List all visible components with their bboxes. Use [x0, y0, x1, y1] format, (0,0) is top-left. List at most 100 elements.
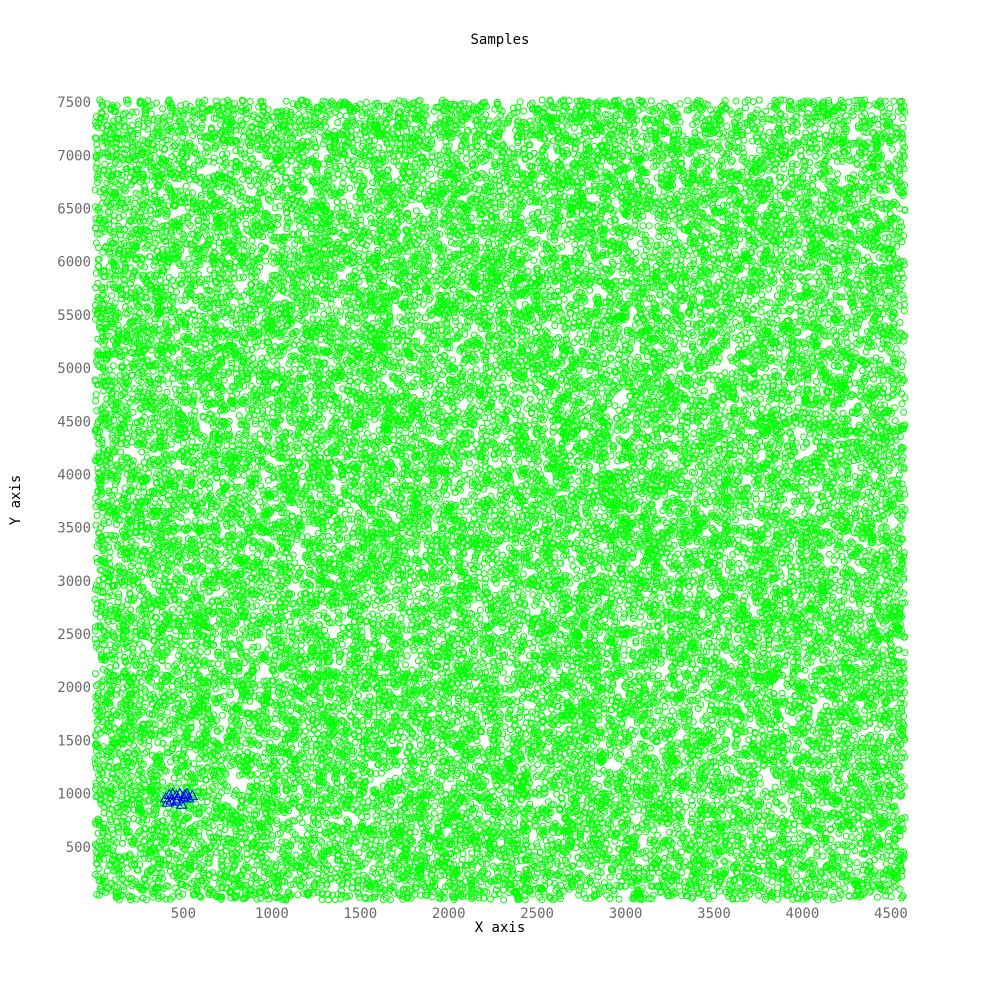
data-point-circle: [600, 709, 608, 717]
data-point-circle: [463, 155, 470, 163]
data-point-circle: [529, 211, 536, 219]
data-point-circle: [576, 330, 584, 338]
data-point-circle: [538, 251, 546, 258]
data-point-circle: [455, 239, 463, 247]
data-point-circle: [139, 483, 147, 491]
data-point-circle: [764, 530, 772, 538]
data-point-circle: [273, 361, 281, 369]
data-point-circle: [388, 330, 396, 338]
data-point-circle: [337, 308, 344, 316]
data-point-circle: [735, 759, 743, 767]
data-point-circle: [762, 107, 770, 115]
data-point-circle: [607, 452, 615, 460]
data-point-circle: [477, 658, 485, 666]
data-point-circle: [570, 339, 578, 347]
data-point-circle: [678, 187, 686, 195]
data-point-circle: [384, 173, 392, 181]
data-point-circle: [231, 224, 239, 232]
data-point-circle: [603, 190, 611, 197]
data-point-circle: [534, 761, 542, 769]
data-point-circle: [184, 189, 192, 197]
data-point-circle: [648, 254, 656, 262]
data-point-circle: [397, 654, 405, 662]
data-point-circle: [785, 406, 793, 414]
data-point-circle: [631, 365, 639, 373]
data-point-circle: [757, 504, 765, 512]
data-point-circle: [179, 439, 187, 447]
data-point-circle: [548, 676, 555, 684]
data-point-circle: [145, 309, 153, 317]
data-point-circle: [148, 172, 156, 180]
data-point-circle: [876, 401, 884, 409]
data-point-circle: [119, 758, 127, 766]
data-point-circle: [900, 408, 908, 416]
data-point-circle: [758, 388, 766, 395]
data-point-circle: [202, 459, 210, 467]
data-point-circle: [270, 570, 278, 578]
data-point-circle: [579, 252, 587, 260]
data-point-circle: [742, 104, 749, 112]
data-point-circle: [732, 97, 740, 105]
data-point-circle: [362, 99, 370, 106]
data-point-circle: [559, 888, 567, 895]
data-point-circle: [625, 292, 633, 300]
data-point-circle: [788, 160, 796, 168]
data-point-circle: [743, 262, 751, 270]
data-point-circle: [103, 647, 111, 655]
data-point-circle: [900, 674, 908, 682]
data-point-circle: [399, 460, 407, 468]
data-point-circle: [636, 444, 643, 452]
data-point-circle: [134, 130, 142, 137]
data-point-circle: [715, 633, 723, 641]
data-point-circle: [645, 222, 653, 230]
data-point-circle: [431, 558, 439, 566]
data-point-circle: [438, 669, 446, 677]
data-point-circle: [172, 627, 180, 635]
data-point-circle: [480, 651, 487, 659]
data-point-circle: [129, 208, 137, 216]
data-point-circle: [827, 836, 835, 844]
data-point-circle: [656, 594, 664, 602]
data-point-circle: [315, 658, 323, 666]
data-point-circle: [601, 808, 609, 816]
chart-title: Samples: [470, 32, 529, 48]
data-point-circle: [323, 784, 331, 792]
data-point-circle: [611, 587, 619, 595]
plot-area: [91, 96, 909, 904]
data-point-circle: [508, 510, 516, 518]
data-point-circle: [412, 207, 420, 215]
data-point-circle: [446, 569, 454, 577]
data-point-circle: [511, 634, 518, 641]
data-point-circle: [832, 655, 839, 663]
data-point-circle: [164, 662, 172, 670]
data-point-circle: [661, 854, 669, 862]
data-point-circle: [833, 648, 840, 656]
data-point-circle: [556, 668, 564, 676]
data-point-circle: [657, 241, 665, 249]
data-point-circle: [869, 425, 877, 433]
data-point-circle: [644, 666, 651, 674]
data-point-circle: [692, 381, 700, 389]
data-point-circle: [831, 576, 839, 584]
data-point-circle: [744, 127, 752, 134]
data-point-circle: [819, 852, 827, 860]
data-point-circle: [746, 329, 754, 337]
data-point-circle: [792, 161, 800, 168]
data-point-circle: [165, 380, 173, 388]
data-point-circle: [658, 329, 665, 337]
data-point-circle: [342, 112, 350, 120]
data-point-circle: [738, 565, 746, 573]
data-point-circle: [372, 812, 380, 820]
data-point-circle: [158, 639, 166, 647]
data-point-circle: [897, 282, 905, 290]
data-point-circle: [901, 649, 909, 657]
data-point-circle: [752, 489, 759, 497]
data-point-circle: [709, 738, 717, 746]
data-point-circle: [251, 433, 259, 440]
data-point-circle: [568, 555, 575, 563]
data-point-circle: [491, 891, 499, 899]
data-point-circle: [586, 286, 594, 294]
data-point-circle: [471, 871, 479, 879]
data-point-circle: [753, 686, 761, 694]
